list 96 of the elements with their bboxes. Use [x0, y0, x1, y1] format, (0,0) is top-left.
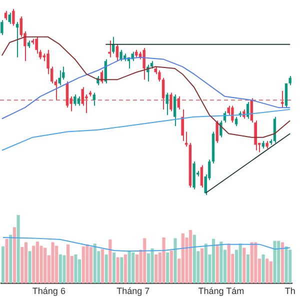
- candlestick: [220, 120, 222, 138]
- candlestick: [284, 82, 288, 108]
- bar: [220, 242, 223, 284]
- x-tick-label: Tháng 6: [32, 286, 66, 296]
- bar: [82, 246, 85, 284]
- bar: [266, 258, 269, 284]
- candlestick: [92, 92, 96, 106]
- candlestick: [234, 116, 238, 127]
- bar: [189, 230, 192, 284]
- bar: [162, 238, 166, 284]
- bar: [216, 244, 219, 284]
- bar: [32, 246, 36, 284]
- bar: [24, 242, 28, 284]
- bar: [262, 254, 265, 284]
- bar: [90, 247, 93, 284]
- bar: [16, 215, 20, 284]
- candlestick: [116, 44, 119, 62]
- candlestick: [108, 40, 111, 58]
- x-tick-label: Th: [284, 286, 296, 296]
- candlestick: [0, 20, 4, 36]
- bar: [93, 244, 96, 284]
- bar: [181, 233, 184, 284]
- bar: [116, 257, 120, 284]
- candlestick: [77, 96, 80, 106]
- bar: [273, 240, 276, 284]
- bar: [62, 255, 66, 284]
- bar: [100, 249, 104, 284]
- bar: [288, 250, 292, 284]
- candlestick: [66, 81, 69, 108]
- candlestick: [74, 94, 76, 106]
- bar: [150, 248, 154, 284]
- bar: [212, 238, 216, 284]
- bar: [104, 254, 108, 284]
- candlestick: [170, 92, 172, 112]
- bar: [204, 244, 208, 284]
- candlestick: [185, 131, 188, 148]
- candlestick: [58, 70, 61, 86]
- bar: [86, 244, 89, 284]
- candlestick: [231, 105, 234, 123]
- bar: [277, 240, 280, 284]
- bar: [238, 244, 242, 284]
- candlestick: [4, 10, 8, 21]
- bar: [108, 240, 112, 284]
- bar: [66, 244, 70, 284]
- bar: [192, 234, 196, 284]
- bar: [250, 242, 254, 284]
- bar: [227, 244, 230, 284]
- bar: [1, 246, 5, 284]
- bar: [9, 234, 12, 284]
- bar: [143, 238, 146, 284]
- candlestick: [173, 94, 176, 127]
- bar: [55, 246, 58, 284]
- bar: [28, 251, 32, 284]
- x-tick-label: Tháng Tám: [198, 286, 244, 296]
- bar: [51, 242, 54, 284]
- candlestick: [35, 36, 38, 54]
- candlestick: [158, 70, 161, 82]
- candlestick: [200, 164, 204, 188]
- bar: [44, 248, 47, 284]
- bar: [74, 254, 78, 284]
- bar: [120, 257, 124, 284]
- bar: [166, 252, 170, 284]
- bar: [128, 250, 131, 284]
- candlestick: [8, 12, 11, 24]
- candlestick: [281, 90, 284, 108]
- candlestick: [166, 92, 168, 116]
- candlestick: [142, 48, 146, 80]
- bar: [154, 254, 158, 284]
- bar: [242, 248, 246, 284]
- bar: [280, 242, 284, 284]
- bar: [36, 242, 39, 284]
- bar: [124, 254, 128, 284]
- bar: [170, 250, 173, 284]
- candlestick: [177, 96, 180, 110]
- candlestick: [162, 77, 165, 110]
- bar: [112, 252, 116, 284]
- bar: [132, 252, 135, 284]
- candlestick: [146, 64, 150, 82]
- bar: [246, 254, 250, 284]
- candlestick: [181, 108, 184, 142]
- candlestick: [254, 120, 257, 151]
- bar: [200, 248, 204, 284]
- bar: [174, 238, 177, 284]
- candlestick: [81, 86, 84, 106]
- bar: [58, 254, 62, 284]
- bar: [40, 246, 43, 284]
- bar: [12, 227, 16, 284]
- candlestick: [288, 75, 292, 86]
- candlestick: [120, 49, 122, 62]
- x-tick-label: Tháng 7: [116, 286, 150, 296]
- bar: [284, 246, 288, 284]
- bar: [5, 238, 8, 284]
- candlestick: [12, 8, 15, 26]
- bar: [254, 242, 258, 284]
- candlestick: [216, 120, 218, 144]
- bar: [269, 261, 272, 284]
